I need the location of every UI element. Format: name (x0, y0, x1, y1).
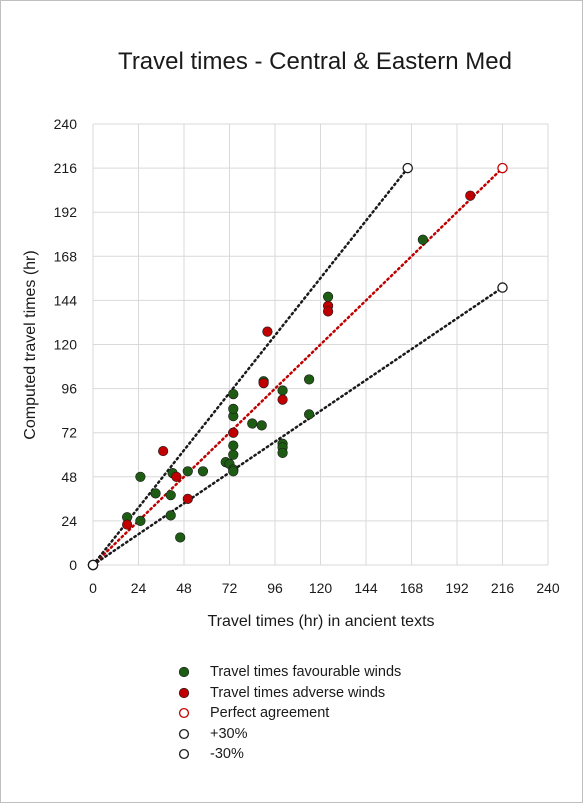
y-tick-label: 192 (54, 204, 78, 220)
y-tick-label: 240 (54, 116, 78, 132)
y-tick-label: 0 (69, 557, 77, 573)
travel-times-adverse-winds-point (258, 377, 269, 389)
travel-times-adverse-winds-point (277, 394, 288, 405)
travel-times-favourable-winds-point (228, 389, 239, 400)
travel-times-favourable-winds-point (175, 532, 186, 543)
travel-times-favourable-winds-point (228, 440, 239, 451)
travel-times-adverse-winds-point (465, 190, 476, 201)
y-tick-label: 216 (54, 160, 78, 176)
travel-times-favourable-winds-point (135, 471, 146, 482)
30-line (91, 166, 409, 567)
travel-times-favourable-winds-point (197, 466, 209, 477)
x-tick-label: 192 (445, 580, 469, 596)
travel-times-adverse-winds-point (262, 326, 273, 337)
y-tick-label: 48 (61, 469, 77, 485)
30-marker (87, 559, 99, 571)
travel-times-favourable-winds-point (135, 515, 146, 527)
y-tick-label: 96 (61, 381, 77, 397)
travel-times-adverse-winds-point (122, 519, 133, 530)
chart-title: Travel times - Central & Eastern Med (118, 48, 512, 75)
travel-times-adverse-winds-point (158, 445, 169, 457)
y-tick-label: 120 (54, 337, 78, 353)
x-axis-label: Travel times (hr) in ancient texts (207, 613, 434, 630)
x-tick-label: 144 (354, 580, 378, 596)
legend-marker (178, 707, 190, 719)
legend-marker (178, 748, 190, 760)
perfect-agreement-line (91, 166, 504, 567)
legend-label: Perfect agreement (210, 705, 330, 722)
travel-times-favourable-winds-point (150, 488, 161, 499)
30-line (91, 286, 504, 567)
x-tick-label: 96 (267, 580, 283, 596)
30-marker (497, 282, 508, 293)
travel-times-favourable-winds-point (417, 234, 428, 245)
travel-times-favourable-winds-point (165, 510, 176, 521)
x-tick-label: 48 (176, 580, 192, 596)
legend-marker (178, 666, 190, 678)
legend-item: +30% (178, 724, 401, 745)
travel-times-adverse-winds-point (182, 493, 193, 504)
legend-marker (178, 728, 190, 740)
travel-times-adverse-winds-point (171, 471, 182, 482)
travel-times-favourable-winds-point (277, 447, 288, 459)
x-tick-label: 0 (89, 580, 97, 596)
travel-times-favourable-winds-point (322, 291, 334, 302)
data-points (87, 162, 508, 571)
x-tick-label: 24 (131, 580, 147, 596)
x-tick-label: 120 (309, 580, 333, 596)
travel-times-adverse-winds-point (322, 306, 334, 317)
travel-times-favourable-winds-point (182, 466, 193, 477)
y-tick-label: 72 (61, 425, 77, 441)
travel-times-favourable-winds-point (256, 420, 267, 431)
travel-times-favourable-winds-point (228, 466, 239, 477)
x-tick-label: 72 (222, 580, 238, 596)
perfect-agreement-marker (497, 162, 508, 174)
travel-times-favourable-winds-point (304, 409, 315, 420)
legend-label: -30% (210, 746, 244, 763)
x-tick-label: 216 (491, 580, 515, 596)
reference-lines (91, 166, 504, 567)
y-axis-label: Computed travel times (hr) (22, 250, 39, 439)
travel-times-favourable-winds-point (247, 418, 258, 429)
legend-item: -30% (178, 744, 401, 765)
legend-marker (178, 687, 190, 699)
y-tick-label: 144 (54, 292, 78, 308)
y-tick-label: 24 (61, 513, 77, 529)
legend-item: Travel times adverse winds (178, 683, 401, 704)
tick-labels: 0 24 48 72 96 120 144 168 192 216 240 0 24 48 72 96 120 1… (54, 116, 560, 596)
travel-times-favourable-winds-point (277, 385, 288, 396)
travel-times-adverse-winds-point (228, 427, 239, 438)
legend-label: Travel times adverse winds (210, 684, 386, 701)
x-tick-label: 240 (536, 580, 560, 596)
30-marker (402, 162, 413, 174)
y-tick-label: 168 (54, 248, 78, 264)
legend-label: +30% (210, 725, 248, 742)
chart-legend: Travel times favourable winds Travel time… (178, 662, 401, 765)
travel-times-favourable-winds-point (165, 490, 176, 501)
legend-item: Perfect agreement (178, 703, 401, 724)
legend-item: Travel times favourable winds (178, 662, 401, 683)
travel-times-favourable-winds-point (228, 449, 239, 460)
travel-times-favourable-winds-point (304, 374, 315, 385)
x-tick-label: 168 (400, 580, 424, 596)
plot-grid (92, 123, 549, 566)
travel-times-favourable-winds-point (228, 403, 239, 414)
legend-label: Travel times favourable winds (210, 664, 402, 681)
